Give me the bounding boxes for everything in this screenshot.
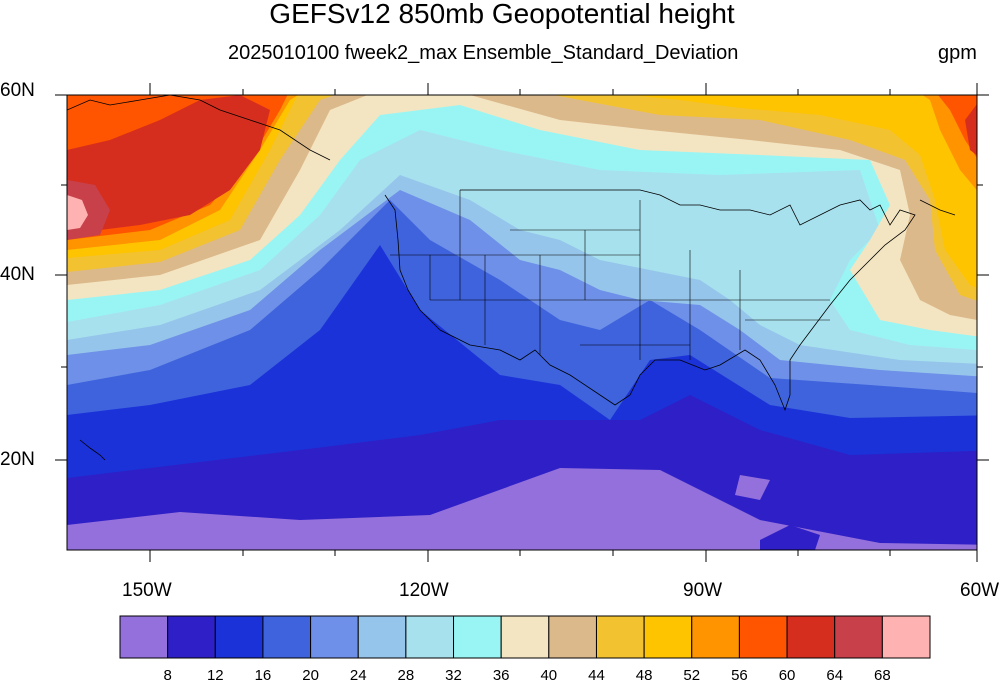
colorbar-tick-label: 64 (826, 667, 844, 684)
map-title: GEFSv12 850mb Geopotential height (269, 0, 735, 29)
colorbar-tick-label: 8 (163, 667, 172, 684)
colorbar-swatch (691, 615, 740, 659)
colorbar-swatch (310, 615, 359, 659)
colorbar-swatch (595, 615, 645, 659)
coastlines (67, 95, 956, 461)
lon-label-120w: 120W (399, 580, 449, 601)
lat-label-60n: 60N (0, 80, 35, 101)
colorbar-swatch (738, 615, 788, 659)
colorbar-tick-label: 20 (302, 667, 319, 684)
contour-field (67, 95, 977, 550)
colorbar-swatch (643, 615, 693, 659)
colorbar-tick-label: 68 (874, 667, 891, 684)
lon-label-60w: 60W (960, 580, 1000, 601)
colorbar (119, 615, 931, 659)
lon-label-90w: 90W (683, 580, 723, 601)
colorbar-tick-label: 60 (778, 667, 796, 684)
colorbar-swatch (500, 615, 550, 659)
lat-label-20n: 20N (0, 449, 35, 470)
lon-label-150w: 150W (122, 580, 172, 601)
colorbar-swatch (405, 615, 455, 659)
map-subtitle: 2025010100 fweek2_max Ensemble_Standard_… (228, 42, 739, 64)
colorbar-tick-label: 52 (683, 667, 701, 684)
colorbar-tick-label: 36 (492, 667, 510, 684)
colorbar-swatch (881, 615, 931, 659)
lat-label-40n: 40N (0, 264, 35, 285)
colorbar-swatch (262, 615, 312, 659)
colorbar-swatch (214, 615, 264, 659)
colorbar-tick-label: 44 (588, 667, 605, 684)
colorbar-tick-label: 12 (206, 667, 224, 684)
units-label: gpm (938, 42, 977, 64)
colorbar-swatch (548, 615, 597, 659)
colorbar-tick-label: 40 (540, 667, 558, 684)
map-frame (66, 94, 978, 551)
colorbar-tick-label: 56 (731, 667, 748, 684)
colorbar-tick-label: 24 (349, 667, 367, 684)
colorbar-swatch (357, 615, 407, 659)
axis-ticks (55, 83, 989, 562)
colorbar-swatch (834, 615, 883, 659)
colorbar-tick-label: 16 (254, 667, 272, 684)
colorbar-swatch (167, 615, 216, 659)
colorbar-tick-label: 48 (635, 667, 653, 684)
colorbar-swatch (453, 615, 502, 659)
state-borders (390, 190, 830, 360)
colorbar-tick-label: 32 (445, 667, 462, 684)
colorbar-swatch (119, 615, 169, 659)
colorbar-swatch (786, 615, 836, 659)
colorbar-tick-label: 28 (397, 667, 415, 684)
